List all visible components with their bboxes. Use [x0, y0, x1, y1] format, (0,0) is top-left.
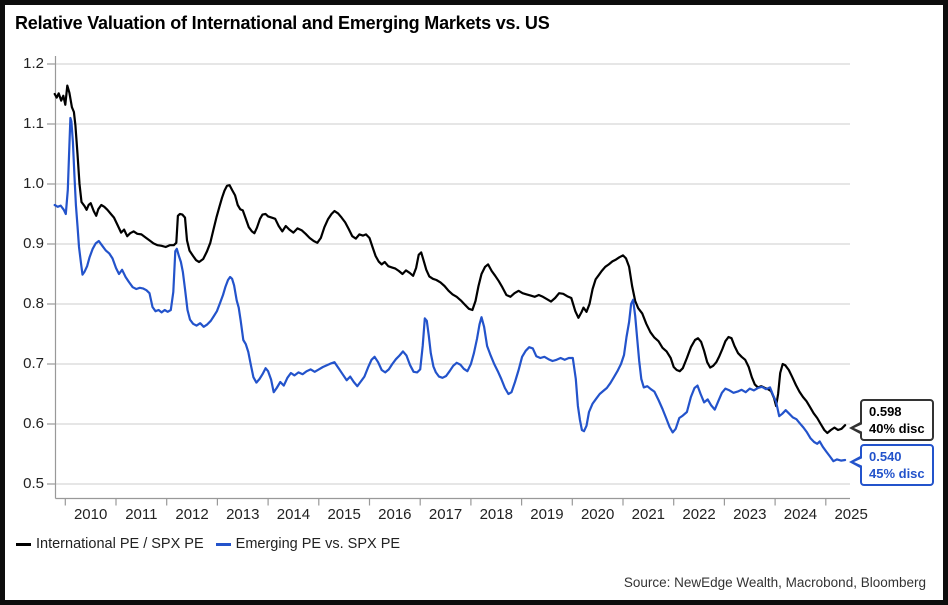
- international-line-swatch: [16, 542, 31, 546]
- callout-emerging-number: 0.540: [869, 449, 902, 464]
- emerging-line-swatch: [215, 542, 231, 546]
- callout-pointer-icon: [854, 457, 865, 467]
- source-note: Source: NewEdge Wealth, Macrobond, Bloom…: [623, 575, 926, 590]
- legend-label-emerging: Emerging PE vs. SPX PE: [235, 536, 401, 552]
- legend-item-emerging: Emerging PE vs. SPX PE: [215, 536, 401, 552]
- callout-pointer-icon: [854, 423, 865, 433]
- callout-international-number: 0.598: [869, 404, 902, 419]
- callout-emerging-value: 0.540 45% disc: [849, 444, 934, 486]
- series-line-international: [53, 84, 847, 435]
- callout-emerging-discount: 45% disc: [869, 466, 925, 481]
- series-line-emerging: [53, 116, 847, 463]
- chart-title: Relative Valuation of International and …: [15, 13, 550, 33]
- callout-international-discount: 40% disc: [869, 421, 925, 436]
- legend-item-international: International PE / SPX PE: [16, 536, 204, 552]
- callout-international-value: 0.598 40% disc: [849, 399, 934, 441]
- legend: International PE / SPX PE Emerging PE vs…: [16, 536, 400, 552]
- legend-label-international: International PE / SPX PE: [36, 536, 204, 552]
